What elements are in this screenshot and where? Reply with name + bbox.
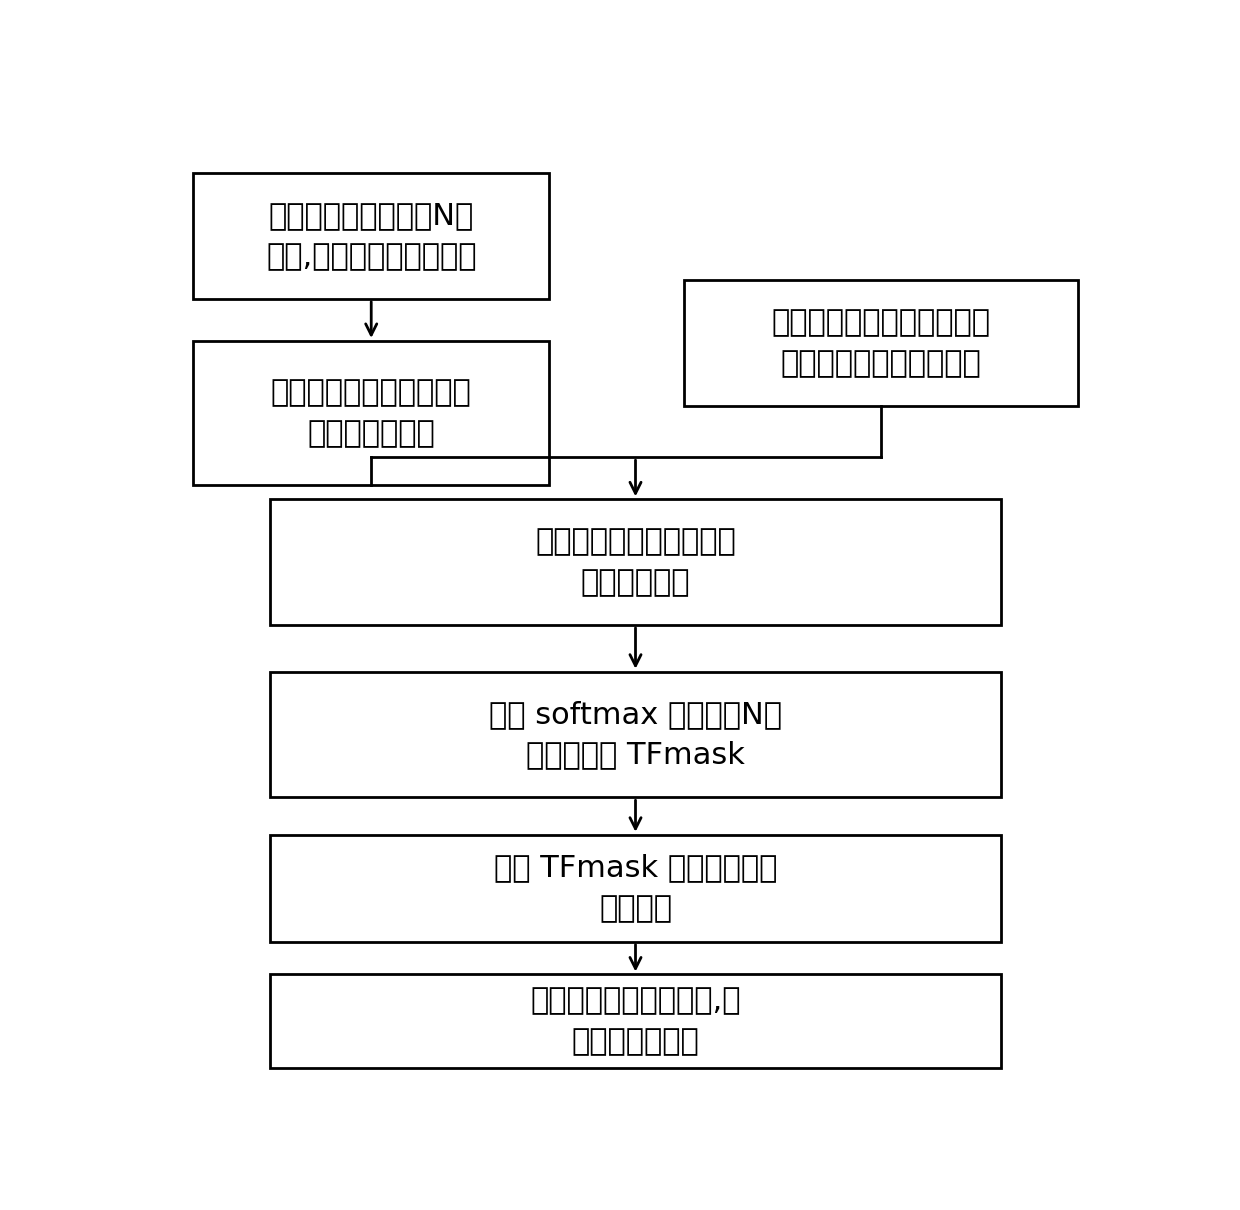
Bar [193, 173, 549, 299]
Text: 经过 softmax 函数得到N个
方向对应的 TFmask: 经过 softmax 函数得到N个 方向对应的 TFmask [489, 699, 782, 770]
Bar [270, 672, 1001, 797]
Bar [270, 974, 1001, 1067]
Bar [270, 835, 1001, 941]
Text: 得到波束形成滤波权值,滤
波得到增强语音: 得到波束形成滤波权值,滤 波得到增强语音 [531, 986, 740, 1056]
Text: 根据 TFmask 得到噪声干扰
协防矩阵: 根据 TFmask 得到噪声干扰 协防矩阵 [494, 853, 777, 923]
Bar [270, 500, 1001, 626]
Text: 全方向方位角均分成N个
方向,得的到对应导向矢量: 全方向方位角均分成N个 方向,得的到对应导向矢量 [265, 201, 476, 271]
Text: 计算方向模板与相位差矢
量的方向余弦: 计算方向模板与相位差矢 量的方向余弦 [536, 528, 735, 597]
Bar [683, 281, 1078, 407]
Text: 计算导向矢量相位并归一
化得到方向模板: 计算导向矢量相位并归一 化得到方向模板 [270, 379, 471, 448]
Text: 对当前时频单元信号求相位
并归一化得到相位差矢量: 对当前时频单元信号求相位 并归一化得到相位差矢量 [771, 309, 990, 378]
Bar [193, 341, 549, 485]
